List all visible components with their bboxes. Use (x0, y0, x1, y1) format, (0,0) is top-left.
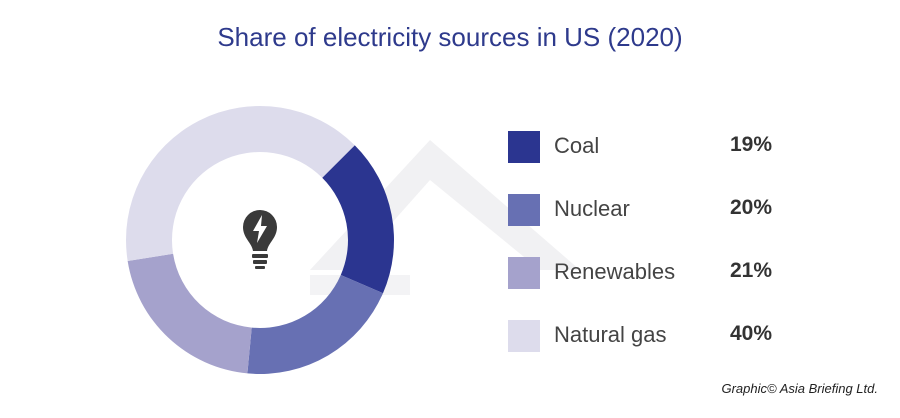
data-label-natural-gas: 40% (730, 322, 773, 345)
donut-chart (126, 106, 395, 374)
chart-title: Share of electricity sources in US (2020… (217, 22, 683, 52)
lightbulb-icon (243, 210, 277, 269)
data-label-renewables: 21% (730, 259, 773, 282)
data-label-coal: 19% (730, 133, 773, 156)
slice-renewables (127, 253, 252, 374)
legend-swatch-nuclear (508, 194, 540, 226)
credit-text: Graphic© Asia Briefing Ltd. (721, 381, 878, 396)
legend-swatch-natural-gas (508, 320, 540, 352)
data-label-nuclear: 20% (730, 196, 773, 219)
legend-label-nuclear: Nuclear (554, 196, 630, 221)
legend-item-natural-gas: Natural gas 40% (508, 320, 788, 352)
slice-coal (322, 145, 395, 294)
legend-swatch-coal (508, 131, 540, 163)
legend-label-coal: Coal (554, 133, 600, 158)
slice-natural-gas (126, 106, 355, 261)
legend-item-coal: Coal 19% (508, 131, 788, 163)
legend-label-renewables: Renewables (554, 259, 676, 284)
legend-item-renewables: Renewables 21% (508, 257, 788, 289)
legend-item-nuclear: Nuclear 20% (508, 194, 788, 226)
legend-label-natural-gas: Natural gas (554, 322, 667, 347)
slice-nuclear (247, 274, 383, 374)
legend-swatch-renewables (508, 257, 540, 289)
